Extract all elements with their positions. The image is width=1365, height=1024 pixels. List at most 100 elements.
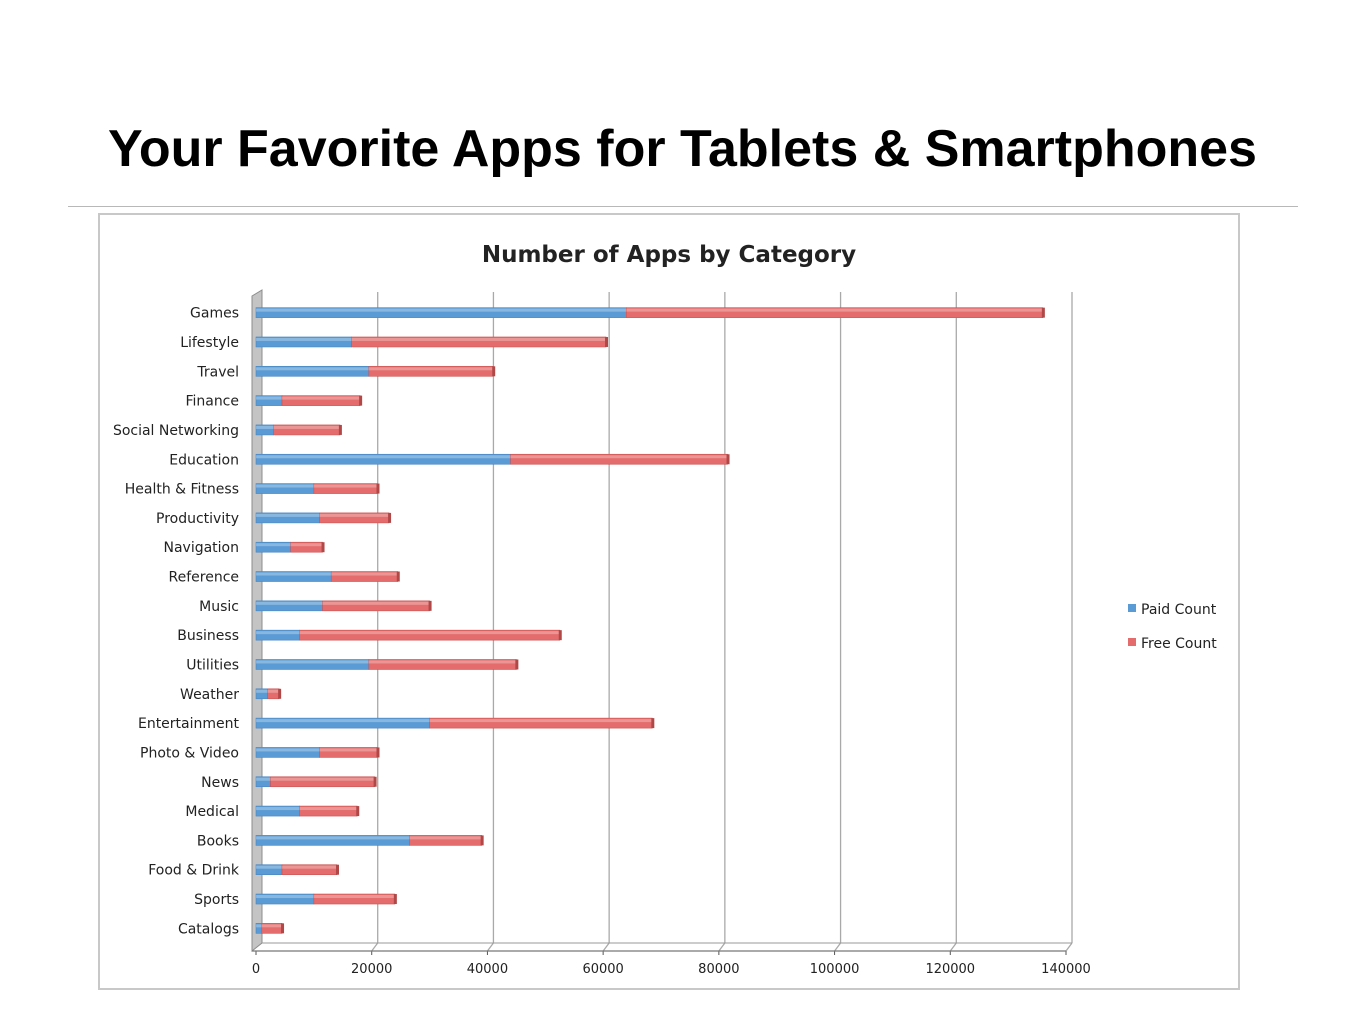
bar-segment-free [368, 659, 517, 670]
bar-segment-paid [255, 600, 323, 612]
bar-end-cap [338, 424, 342, 435]
bar-segment-paid [255, 307, 627, 318]
legend: Paid Count Free Count [1128, 602, 1217, 652]
bars [255, 307, 1045, 934]
bar-segment-free [351, 336, 607, 348]
bar-end-cap [605, 336, 609, 347]
bar-segment-free [270, 776, 375, 788]
bar-end-cap [393, 894, 397, 905]
bar-segment-paid [255, 835, 410, 846]
category-label: Lifestyle [180, 335, 239, 351]
bar-segment-paid [255, 893, 315, 905]
category-label: Entertainment [138, 716, 240, 732]
category-label: Navigation [163, 540, 239, 556]
bar-segment-paid [255, 864, 283, 876]
x-tick-label: 20000 [351, 962, 392, 977]
bar-segment-paid [255, 365, 370, 377]
category-label: Travel [196, 364, 239, 380]
bar-segment-free [409, 835, 482, 846]
category-label: Medical [185, 804, 239, 820]
category-label: Productivity [156, 511, 239, 527]
bar-end-cap [321, 542, 325, 553]
category-label: Books [197, 833, 239, 849]
bar-segment-paid [255, 424, 274, 436]
bar-end-cap [388, 512, 392, 523]
bar-end-cap [356, 806, 360, 817]
bar-segment-free [429, 717, 653, 729]
gridline-foot [371, 942, 379, 952]
bar-segment-paid [255, 483, 315, 494]
category-labels: Games Lifestyle Travel Finance Social Networ… [113, 306, 240, 938]
bar-segment-paid [255, 395, 283, 406]
legend-label: Free Count [1141, 636, 1217, 652]
x-tick-label: 60000 [582, 962, 623, 977]
gridline-foot [834, 942, 842, 952]
bar-end-cap [515, 659, 519, 670]
bar-segment-paid [255, 717, 430, 729]
bar-segment-free [319, 747, 378, 758]
axes [251, 289, 1072, 955]
bar-segment-paid [255, 541, 292, 553]
x-tick-label: 40000 [467, 962, 508, 977]
bar-end-cap [359, 395, 363, 406]
gridline-foot [486, 942, 494, 952]
bar-end-cap [480, 835, 484, 846]
category-label: Health & Fitness [125, 482, 239, 498]
bar-segment-free [313, 893, 396, 905]
bar-segment-paid [255, 747, 320, 758]
bar-end-cap [428, 600, 432, 611]
y-axis-wall [251, 289, 263, 953]
bar-end-cap [376, 483, 380, 494]
bar-segment-paid [255, 805, 300, 817]
title-divider [68, 206, 1298, 207]
bar-end-cap [278, 688, 282, 699]
bar-segment-paid [255, 923, 263, 934]
bar-segment-free [510, 453, 728, 465]
category-label: Catalogs [178, 921, 239, 937]
bar-segment-free [281, 864, 338, 876]
category-label: Sports [194, 892, 239, 908]
category-label: Education [169, 452, 239, 468]
bar-segment-free [290, 541, 323, 553]
bar-segment-free [313, 483, 378, 494]
gridline-foot [1065, 942, 1073, 952]
legend-label: Paid Count [1141, 602, 1217, 618]
bar-segment-free [368, 365, 494, 377]
bar-segment-paid [255, 629, 300, 641]
x-tick-label: 0 [252, 962, 260, 977]
category-label: News [201, 775, 239, 791]
legend-swatch [1128, 604, 1136, 612]
bar-segment-paid [255, 659, 370, 670]
bar-segment-paid [255, 688, 268, 700]
slide-title: Your Favorite Apps for Tablets & Smartph… [108, 120, 1257, 178]
category-label: Utilities [186, 657, 239, 673]
category-label: Photo & Video [140, 745, 239, 761]
legend-swatch [1128, 638, 1136, 646]
legend-item: Free Count [1128, 636, 1217, 652]
bar-segment-free [625, 307, 1044, 318]
bar-segment-free [322, 600, 430, 612]
category-label: Reference [169, 570, 240, 586]
x-tick-label: 120000 [925, 962, 975, 977]
x-tick-label: 100000 [810, 962, 860, 977]
bar-end-cap [376, 747, 380, 758]
bar-end-cap [492, 366, 496, 377]
x-tick-label: 80000 [698, 962, 739, 977]
bar-segment-paid [255, 453, 511, 465]
bar-end-cap [726, 454, 730, 465]
category-label: Business [177, 628, 239, 644]
x-tick-labels: 0 20000 40000 60000 80000 100000 120000 140000 [252, 962, 1091, 977]
category-label: Weather [180, 687, 239, 703]
bar-segment-free [330, 571, 399, 582]
bar-end-cap [1041, 307, 1045, 318]
bar-segment-paid [255, 776, 271, 788]
legend-item: Paid Count [1128, 602, 1217, 618]
bar-segment-free [319, 512, 390, 524]
bar-segment-free [281, 395, 361, 406]
gridline-foot [949, 942, 957, 952]
bar-segment-free [267, 688, 280, 700]
bar-end-cap [336, 864, 339, 875]
gridline-foot [602, 942, 610, 952]
category-label: Games [190, 306, 239, 322]
